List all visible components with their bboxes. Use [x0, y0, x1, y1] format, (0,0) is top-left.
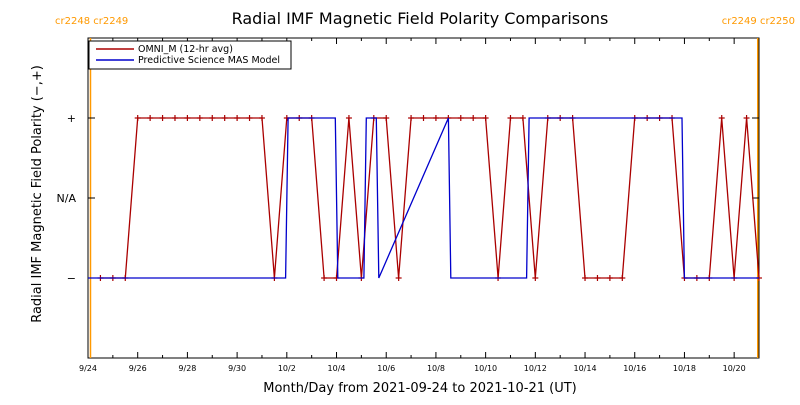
x-tick-label-0: 9/24 [79, 364, 97, 373]
series-point-0-33 [507, 115, 514, 121]
x-tick-label-9: 10/12 [524, 364, 547, 373]
x-tick-label-4: 10/2 [278, 364, 296, 373]
series-point-0-4 [147, 115, 154, 121]
series-point-0-27 [432, 115, 439, 121]
legend-label-mas: Predictive Science MAS Model [138, 55, 280, 66]
series-point-0-12 [246, 115, 253, 121]
series-point-0-9 [209, 115, 216, 121]
x-axis-label: Month/Day from 2021-09-24 to 2021-10-21 … [263, 381, 576, 396]
series-point-0-31 [482, 115, 489, 121]
y-tick-label-0: + [67, 112, 76, 125]
series-point-0-52 [743, 115, 750, 121]
series-point-0-3 [134, 115, 141, 121]
legend-box [88, 40, 292, 70]
series-point-0-11 [234, 115, 241, 121]
series-point-0-35 [532, 275, 539, 281]
series-point-0-39 [582, 275, 589, 281]
series-point-0-10 [221, 115, 228, 121]
plot-frame [87, 37, 760, 359]
x-tick-label-6: 10/6 [377, 364, 395, 373]
x-tick-label-11: 10/16 [623, 364, 646, 373]
series-point-0-41 [606, 275, 613, 281]
series-point-0-42 [619, 275, 626, 281]
series-point-0-30 [470, 115, 477, 121]
legend-label-omni: OMNI_M (12-hr avg) [138, 44, 233, 55]
x-tick-label-10: 10/14 [574, 364, 597, 373]
carrington-label-0: cr2248 cr2249 [55, 16, 128, 27]
series-line-0 [100, 117, 760, 279]
series-point-0-24 [395, 275, 402, 281]
series-line-1 [88, 117, 759, 279]
series-point-0-40 [594, 275, 601, 281]
series-point-0-26 [420, 115, 427, 121]
x-tick-label-1: 9/26 [129, 364, 147, 373]
y-tick-label-1: N/A [57, 192, 77, 205]
legend: OMNI_M (12-hr avg) Predictive Science MA… [88, 40, 292, 70]
series-point-0-18 [321, 275, 328, 281]
series-point-0-8 [196, 115, 203, 121]
series-point-0-29 [457, 115, 464, 121]
x-tick-label-13: 10/20 [723, 364, 746, 373]
chart-title: Radial IMF Magnetic Field Polarity Compa… [232, 9, 609, 28]
x-tick-label-7: 10/8 [427, 364, 445, 373]
x-tick-label-12: 10/18 [673, 364, 696, 373]
series-point-0-13 [258, 115, 265, 121]
series-point-0-25 [408, 115, 415, 121]
x-tick-label-2: 9/28 [178, 364, 196, 373]
series-point-0-50 [718, 115, 725, 121]
series-point-0-5 [159, 115, 166, 121]
series-point-0-20 [345, 115, 352, 121]
x-tick-label-5: 10/4 [328, 364, 346, 373]
x-tick-label-8: 10/10 [474, 364, 497, 373]
axis-ticks: + N/A − 9/24 9/26 9/28 9/30 10/2 10/4 10/6 10/8 10/… [57, 38, 760, 373]
series-lines [88, 115, 762, 281]
x-tick-label-3: 9/30 [228, 364, 246, 373]
carrington-label-1: cr2249 cr2250 [722, 16, 795, 27]
y-tick-label-2: − [67, 272, 76, 285]
y-axis-label: Radial IMF Magnetic Field Polarity (−,+) [30, 65, 45, 323]
series-point-0-23 [383, 115, 390, 121]
series-point-0-34 [519, 115, 526, 121]
series-point-0-7 [184, 115, 191, 121]
series-point-0-6 [171, 115, 178, 121]
